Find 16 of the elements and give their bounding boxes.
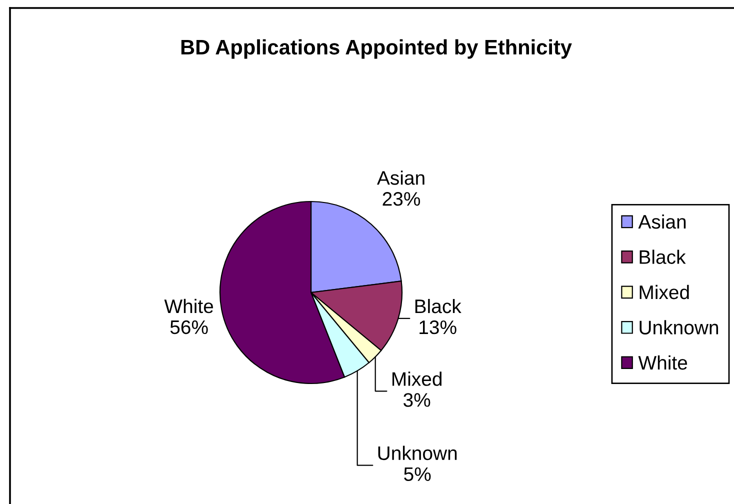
legend-label: White [638, 355, 688, 370]
slice-label: Mixed [392, 372, 442, 386]
data-label: 5% [404, 467, 431, 482]
data-label: 56% [170, 320, 208, 334]
data-label: 3% [404, 393, 430, 407]
chart-title: BD Applications Appointed by Ethnicity [181, 39, 572, 59]
legend-label: Mixed [640, 284, 689, 300]
slice-label: Black [415, 298, 462, 314]
data-label: 13% [420, 320, 456, 334]
slice-label: Unknown [378, 446, 457, 460]
legend-label: Black [640, 250, 686, 264]
slice-label: White [164, 298, 214, 314]
data-label: 23% [382, 192, 420, 206]
legend-label: Asian [638, 214, 686, 229]
legend-label: Unknown [640, 320, 718, 334]
slice-label: Asian [376, 170, 424, 185]
